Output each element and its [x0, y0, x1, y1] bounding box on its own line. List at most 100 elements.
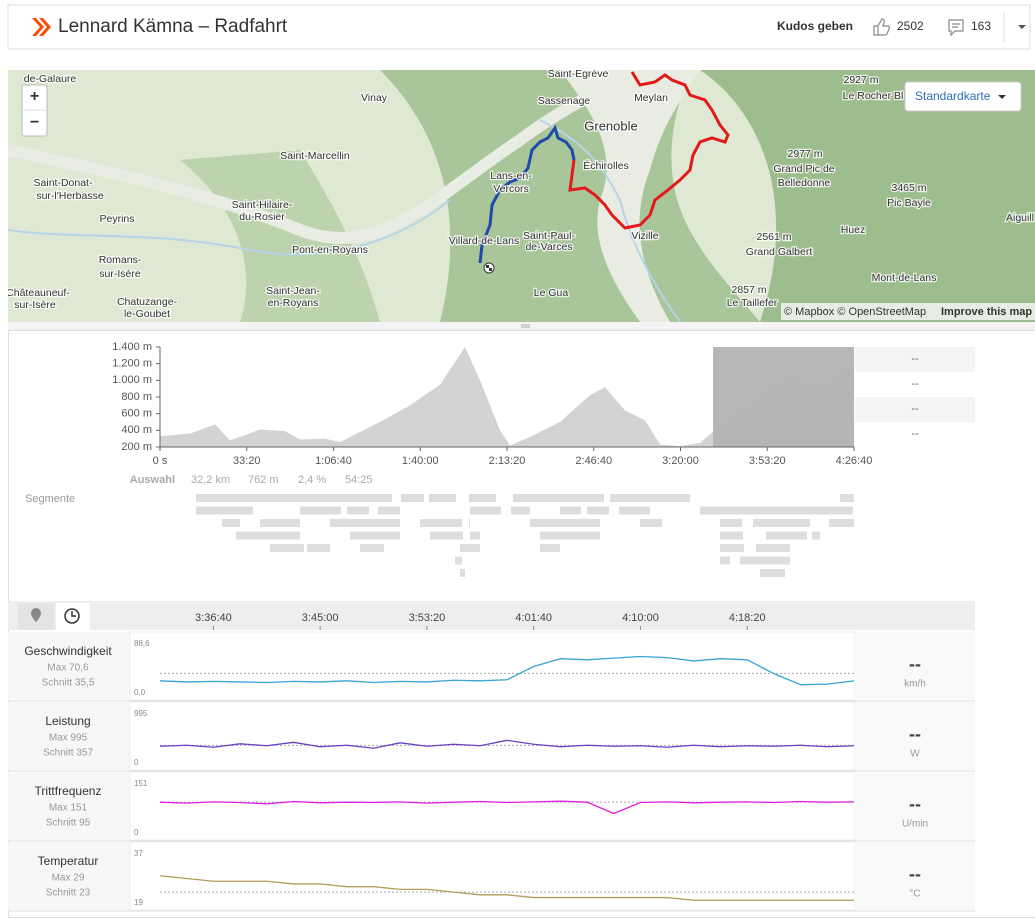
map[interactable]: Saint-Egrève Meylan Vinay Sassenage Grenoble…: [6, 68, 1035, 322]
tab-pin-icon[interactable]: [31, 608, 41, 622]
segment-bar: [401, 494, 424, 502]
map-label: de-Varces: [525, 241, 572, 253]
x-tick-label: 1:06:40: [315, 455, 352, 467]
map-label: 3465 m: [891, 182, 926, 194]
segment-bar: [768, 556, 790, 565]
segment-bar: [275, 531, 300, 540]
segment-bar: [720, 556, 730, 565]
menu-caret[interactable]: [1018, 25, 1026, 29]
map-label: sur-Isère: [99, 268, 141, 280]
y-tick-label: 1.000 m: [112, 374, 152, 386]
kudos-icon[interactable]: [873, 18, 890, 36]
map-label: Chatuzange-: [117, 296, 178, 308]
stream-max: Max 29: [52, 873, 85, 884]
map-label: sur-l'Herbasse: [36, 190, 104, 202]
stream-readout-bg: [855, 632, 975, 700]
stream-plot-bg: [129, 841, 856, 911]
x-tick-label: 3:36:40: [195, 612, 232, 624]
improve-map[interactable]: Improve this map: [941, 306, 1032, 318]
segment-bar: [543, 494, 592, 502]
stream-unit: km/h: [904, 679, 926, 690]
y-tick-label: 151: [134, 779, 148, 788]
elevation-area: [160, 347, 854, 447]
zoom-in[interactable]: +: [30, 88, 39, 105]
x-tick-label: 3:53:20: [749, 455, 786, 467]
stream-readout: --: [909, 724, 921, 744]
segment-bar: [610, 494, 660, 502]
logo: [32, 18, 51, 36]
selection-label: Auswahl: [130, 474, 175, 486]
stream-readout-bg: [855, 702, 975, 770]
tab-clock-hands[interactable]: [71, 611, 76, 617]
y-tick-label: 1.400 m: [112, 341, 152, 353]
stream-unit: U/min: [902, 819, 928, 830]
map-style-label[interactable]: Standardkarte: [915, 89, 991, 103]
segment-bar: [652, 494, 690, 502]
segment-bar: [236, 531, 287, 540]
x-tick-label: 4:18:20: [729, 612, 766, 624]
stream-label-bg: [8, 842, 130, 910]
kudos-count[interactable]: 2502: [897, 19, 924, 33]
stream-readout: --: [909, 864, 921, 884]
map-label: en-Royans: [268, 297, 319, 309]
map-label: Saint-Hilaire-: [232, 199, 293, 211]
segment-bar: [818, 506, 853, 515]
map-label: de-Galaure: [24, 73, 77, 85]
stream-plot-bg: [129, 631, 856, 701]
comment-count[interactable]: 163: [971, 19, 991, 33]
tab-clock-icon[interactable]: [64, 608, 80, 624]
map-label: Pic Bayle: [887, 197, 931, 209]
segment-bar: [787, 519, 810, 527]
stream-unit: °C: [909, 889, 920, 900]
segment-bar: [430, 531, 463, 540]
y-tick-label: 0,0: [134, 688, 146, 697]
segment-bar: [530, 519, 582, 527]
segment-bar: [840, 494, 854, 502]
map-resize-bar[interactable]: [8, 322, 1035, 330]
y-tick-label: 600 m: [121, 408, 152, 420]
segment-bar: [700, 506, 741, 515]
segment-bar: [753, 519, 794, 527]
map-style-caret[interactable]: [998, 95, 1006, 99]
stream-line: [159, 875, 854, 901]
map-label: Vinay: [361, 92, 388, 104]
segment-bar: [568, 531, 600, 540]
y-tick-label: 0: [134, 758, 139, 767]
segment-bar: [640, 519, 662, 527]
stream-plot-bg: [129, 771, 856, 841]
route-red: [568, 71, 730, 230]
map-label: Pont-en-Royans: [292, 244, 368, 256]
x-tick-label: 3:53:20: [409, 612, 446, 624]
resize-handle[interactable]: [521, 324, 530, 328]
segment-bar: [760, 569, 785, 577]
stream-name: Geschwindigkeit: [24, 644, 112, 658]
comment-icon[interactable]: [948, 19, 964, 37]
selection-shade: [713, 347, 854, 447]
kudos-button[interactable]: Kudos geben: [777, 19, 853, 33]
valley: [8, 70, 643, 244]
attribution[interactable]: © Mapbox © OpenStreetMap: [784, 306, 926, 318]
map-label: Grenoble: [584, 118, 637, 133]
stream-line: [159, 655, 855, 686]
y-tick-label: 37: [134, 849, 143, 858]
zoom-out[interactable]: −: [30, 114, 39, 131]
map-label: Huez: [841, 224, 866, 236]
stream-line: [159, 739, 855, 749]
map-style-button[interactable]: [904, 81, 1022, 112]
segment-bar: [469, 494, 496, 502]
segment-bar: [567, 519, 600, 527]
readout: --: [911, 353, 919, 365]
map-label: Sassenage: [538, 95, 591, 107]
segment-bar: [378, 506, 400, 515]
stream-readout-bg: [855, 772, 975, 840]
map-label: Lans-en-: [490, 170, 532, 182]
map-label: 2977 m: [787, 148, 822, 160]
map-label: le-Goubet: [124, 308, 170, 320]
map-label: 2927 m: [843, 74, 878, 86]
map-label: Villard-de-Lans: [449, 235, 519, 247]
valley: [560, 70, 700, 322]
segment-bar: [540, 544, 560, 552]
segment-bar: [740, 556, 785, 565]
readout-row: [855, 397, 975, 422]
